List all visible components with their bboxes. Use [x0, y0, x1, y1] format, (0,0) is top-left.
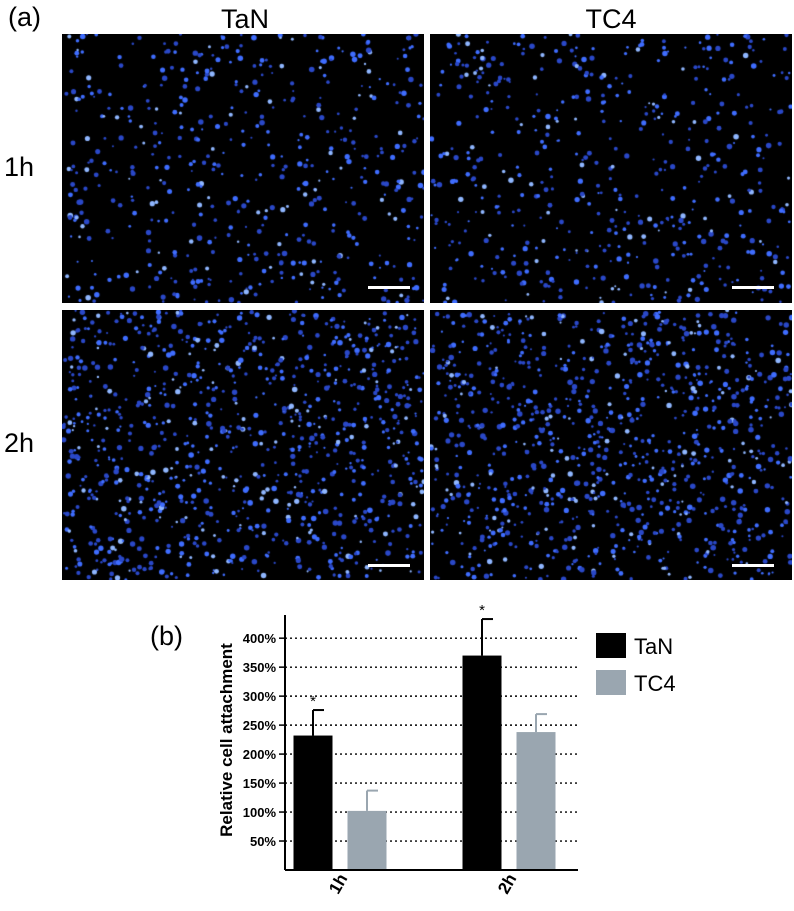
legend-label: TC4	[634, 671, 676, 696]
micrograph-2h-tan	[62, 310, 424, 580]
legend-label: TaN	[634, 634, 673, 659]
micrograph-1h-tan	[62, 34, 424, 303]
significance-marker: *	[310, 693, 316, 710]
bar	[516, 732, 556, 870]
bar	[347, 810, 387, 870]
scale-bar	[368, 564, 410, 567]
bar	[462, 655, 502, 870]
y-tick-label: 200%	[243, 747, 277, 762]
scale-bar	[732, 286, 774, 289]
y-axis-label: Relative cell attachment	[217, 643, 236, 837]
column-header-tan: TaN	[220, 4, 269, 34]
panel-b-label: (b)	[150, 621, 183, 651]
scale-bar	[732, 564, 774, 567]
micrograph-1h-tc4	[430, 34, 792, 303]
cell-attachment-bar-chart: (b) Relative cell attachment * * 50% 100% 1…	[150, 602, 676, 898]
panel-a-label: (a)	[8, 2, 41, 32]
micrograph-2h-tc4	[430, 310, 792, 580]
legend-swatch	[596, 633, 626, 658]
column-header-tc4: TC4	[585, 4, 637, 34]
significance-marker: *	[479, 602, 485, 619]
y-tick-label: 250%	[243, 718, 277, 733]
row-header-2h: 2h	[4, 428, 35, 458]
y-tick-label: 50%	[250, 834, 276, 849]
y-tick-label: 400%	[243, 631, 277, 646]
y-tick-label: 350%	[243, 660, 277, 675]
legend-swatch	[596, 670, 626, 695]
y-tick-label: 100%	[243, 805, 277, 820]
bar	[293, 735, 333, 870]
row-header-1h: 1h	[4, 152, 35, 182]
x-tick-label: 2h	[494, 871, 520, 898]
scale-bar	[368, 286, 410, 289]
y-tick-label: 300%	[243, 689, 277, 704]
y-tick-label: 150%	[243, 776, 277, 791]
x-tick-label: 1h	[325, 871, 351, 898]
